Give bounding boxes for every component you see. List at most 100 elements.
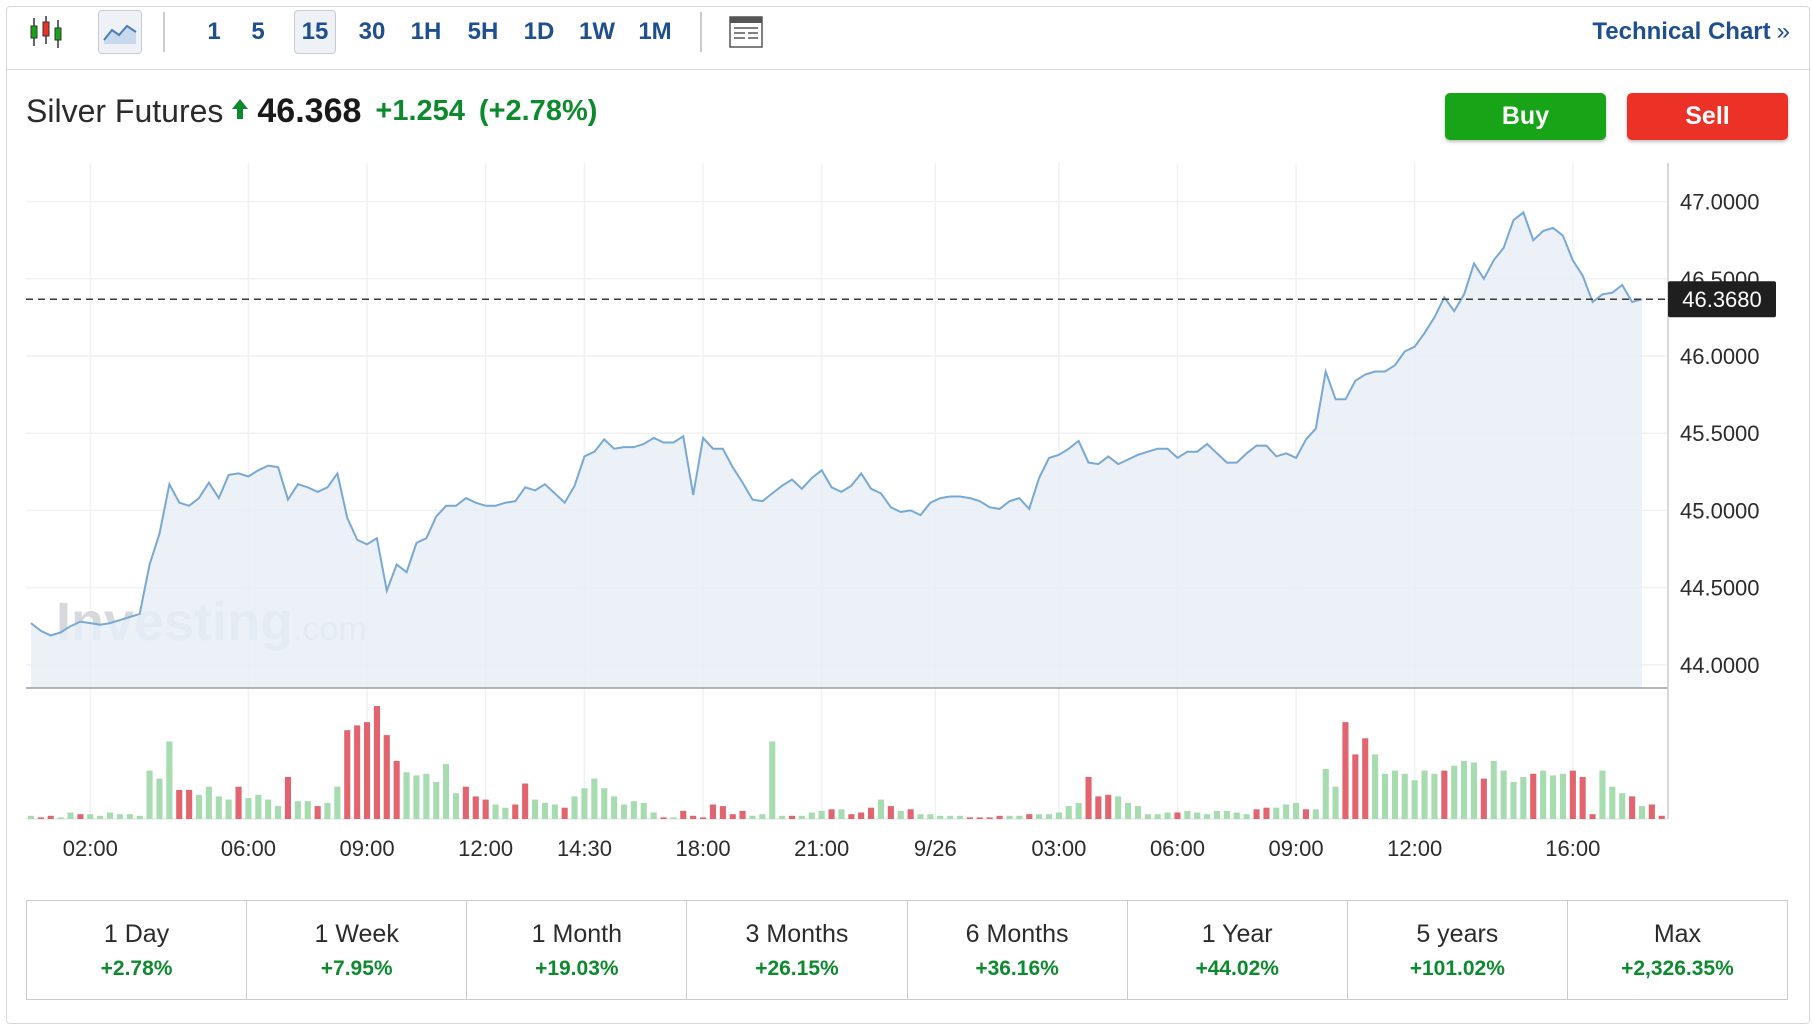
volume-bar: [1638, 806, 1645, 819]
volume-bar: [957, 815, 964, 819]
x-tick-label: 14:30: [557, 836, 612, 861]
volume-bar: [709, 804, 716, 819]
volume-bar: [27, 815, 34, 819]
volume-bar: [275, 806, 282, 819]
volume-bar: [1016, 815, 1023, 819]
volume-bar: [937, 815, 944, 819]
x-tick-label: 03:00: [1031, 836, 1086, 861]
volume-bar: [1283, 804, 1290, 819]
volume-bar: [146, 770, 153, 819]
period-change: +101.02%: [1409, 956, 1505, 980]
volume-bar: [403, 772, 410, 819]
volume-bar: [1391, 770, 1398, 819]
volume-bar: [354, 725, 361, 819]
volume-bar: [1055, 812, 1062, 819]
interval-button-1m[interactable]: 1M: [638, 18, 672, 45]
volume-bar: [848, 814, 855, 819]
volume-bar: [364, 722, 371, 819]
volume-bar: [907, 809, 914, 819]
volume-bar: [57, 817, 64, 819]
period-label: 6 Months: [965, 919, 1069, 948]
last-price-badge: [1668, 281, 1776, 318]
period-label: 1 Week: [314, 919, 399, 948]
volume-bar: [620, 804, 627, 819]
volume-bar: [176, 789, 183, 819]
period-label: 5 years: [1416, 919, 1499, 948]
volume-bar: [324, 802, 331, 819]
interval-button-1h[interactable]: 1H: [410, 18, 442, 45]
volume-bar: [492, 804, 499, 819]
period-tab-3-months[interactable]: 3 Months +26.15%: [687, 901, 908, 999]
volume-bar: [1184, 810, 1191, 819]
period-performance-bar: 1 Day +2.78% 1 Week +7.95% 1 Month +19.03% 3 M…: [26, 900, 1788, 1000]
period-tab-max[interactable]: Max +2,326.35%: [1568, 901, 1787, 999]
x-tick-label: 06:00: [1150, 836, 1205, 861]
y-tick-label: 47.0000: [1680, 190, 1760, 215]
chart-settings-icon[interactable]: [726, 10, 766, 54]
volume-bar: [1065, 806, 1072, 819]
period-label: Max: [1653, 919, 1702, 948]
volume-bar: [996, 815, 1003, 819]
period-label: 1 Year: [1201, 919, 1273, 948]
volume-bar: [1302, 809, 1309, 819]
volume-bar: [502, 807, 509, 819]
interval-button-1[interactable]: 1: [207, 18, 221, 45]
volume-bar: [245, 798, 252, 819]
volume-bar: [67, 812, 74, 819]
volume-bar: [1520, 777, 1527, 819]
interval-button-15[interactable]: 15: [294, 10, 336, 54]
volume-bar: [205, 786, 212, 819]
volume-bar: [37, 817, 44, 819]
period-tab-1-month[interactable]: 1 Month +19.03%: [467, 901, 688, 999]
y-tick-label: 44.5000: [1680, 576, 1760, 601]
volume-bar: [1263, 807, 1270, 819]
volume-bar: [1223, 810, 1230, 819]
area-chart-icon[interactable]: [98, 10, 142, 54]
period-tab-1-week[interactable]: 1 Week +7.95%: [247, 901, 468, 999]
last-price: 46.368: [257, 92, 362, 130]
instrument-header: Silver Futures 46.368 +1.254 (+2.78%): [26, 92, 597, 131]
volume-bar: [779, 815, 786, 819]
volume-bar: [729, 814, 736, 819]
interval-button-1d[interactable]: 1D: [523, 18, 555, 45]
volume-bar: [1550, 775, 1557, 819]
period-tab-1-day[interactable]: 1 Day +2.78%: [27, 901, 248, 999]
volume-bar: [571, 796, 578, 819]
interval-button-5[interactable]: 5: [251, 18, 265, 45]
volume-bar: [1421, 770, 1428, 819]
sell-button[interactable]: Sell: [1627, 93, 1788, 140]
volume-bar: [373, 706, 380, 819]
price-line: [30, 210, 1643, 637]
x-tick-label: 02:00: [63, 836, 118, 861]
interval-button-30[interactable]: 30: [358, 18, 386, 45]
volume-bar: [87, 814, 94, 819]
interval-button-5h[interactable]: 5H: [467, 18, 499, 45]
y-tick-label: 46.0000: [1680, 344, 1760, 369]
price-change-percent: (+2.78%): [478, 95, 598, 127]
buy-button[interactable]: Buy: [1445, 93, 1606, 140]
volume-bar: [700, 817, 707, 819]
technical-chart-link[interactable]: Technical Chart»: [1592, 18, 1790, 46]
volume-bar: [561, 807, 568, 819]
volume-bar: [265, 799, 272, 819]
volume-bar: [1530, 773, 1537, 819]
period-tab-1-year[interactable]: 1 Year +44.02%: [1128, 901, 1348, 999]
volume-bar: [1312, 809, 1319, 819]
volume-bar: [1599, 770, 1606, 819]
volume-bar: [97, 815, 104, 819]
volume-bar: [650, 812, 657, 819]
interval-button-1w[interactable]: 1W: [579, 18, 615, 45]
double-chevron-right-icon: »: [1776, 18, 1790, 45]
volume-bar: [1411, 780, 1418, 819]
volume-bar: [1134, 806, 1141, 819]
widget-frame: [6, 6, 1810, 1024]
volume-bar: [789, 815, 796, 819]
volume-bar: [611, 796, 618, 819]
price-chart[interactable]: Investing.com47.000046.500046.000045.500…: [0, 0, 1812, 890]
volume-bar: [808, 812, 815, 819]
volume-bar: [798, 815, 805, 819]
candlestick-chart-icon[interactable]: [24, 10, 68, 54]
period-tab-5-years[interactable]: 5 years +101.02%: [1348, 901, 1568, 999]
volume-bar: [541, 802, 548, 819]
period-tab-6-months[interactable]: 6 Months +36.16%: [908, 901, 1128, 999]
